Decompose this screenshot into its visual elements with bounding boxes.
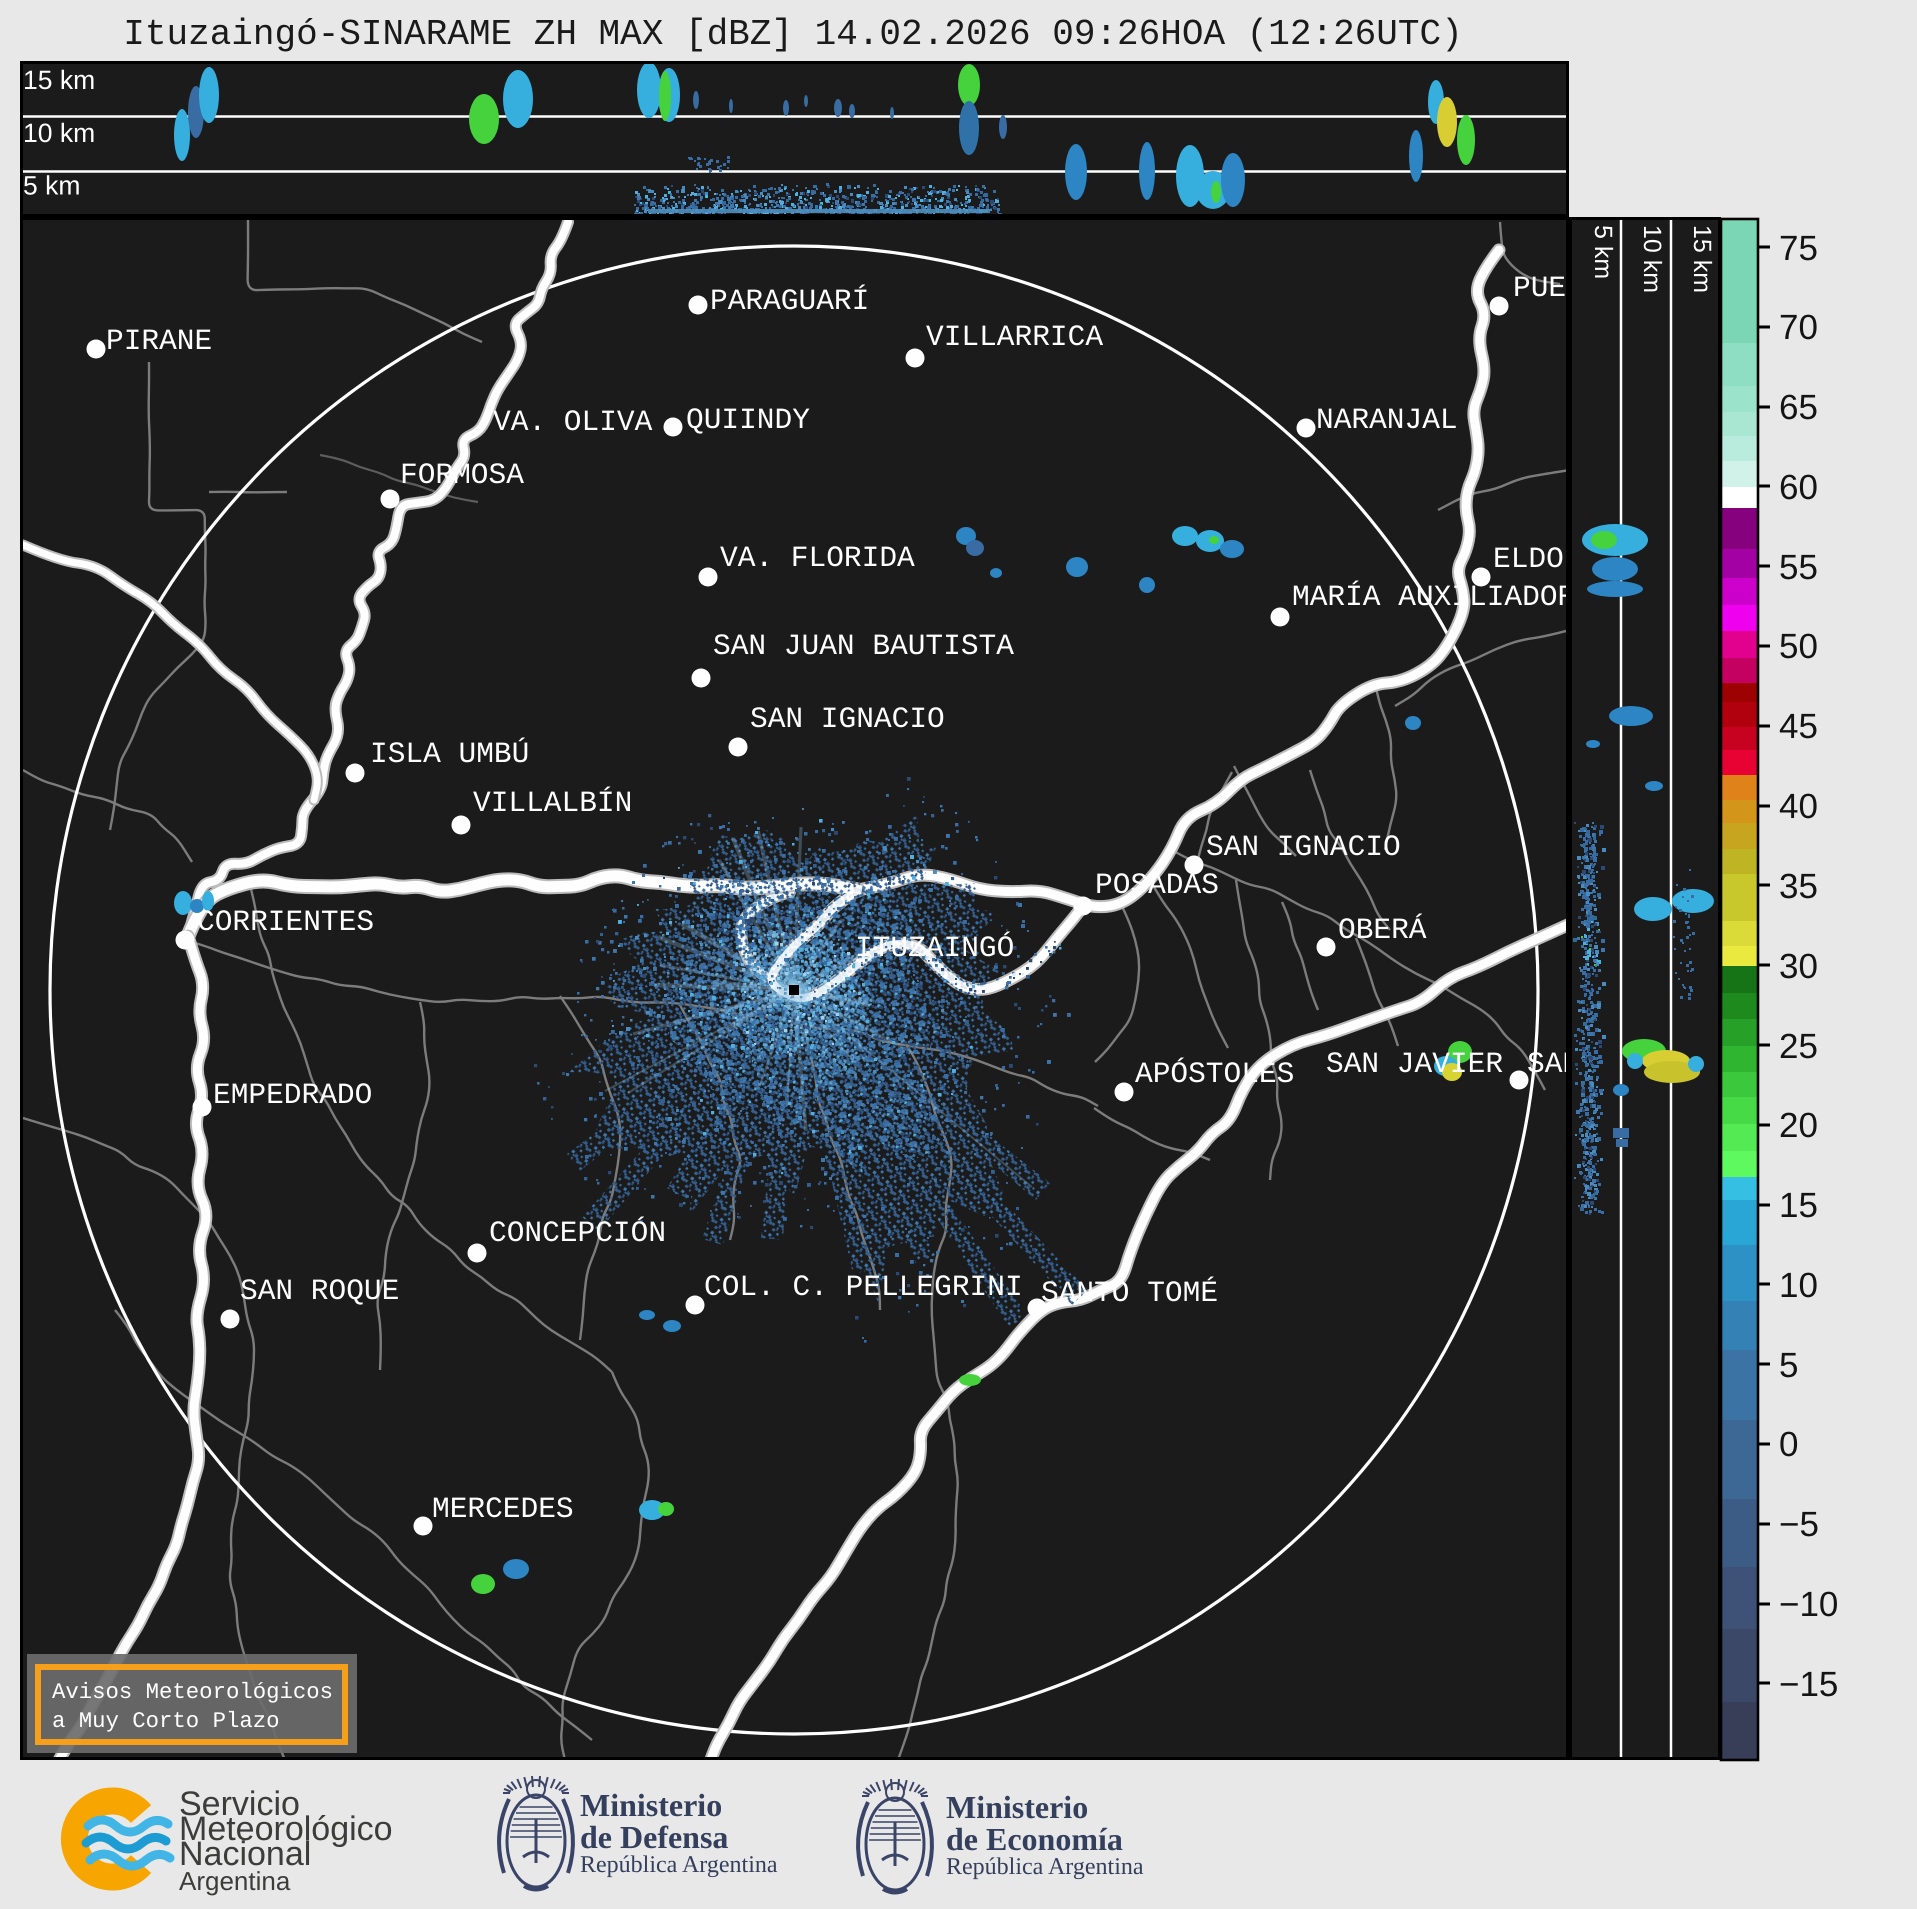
svg-text:5 km: 5 km [1589, 225, 1617, 279]
svg-text:SANTO TOMÉ: SANTO TOMÉ [1041, 1276, 1218, 1310]
svg-text:45: 45 [1779, 707, 1818, 746]
svg-text:−10: −10 [1779, 1585, 1838, 1624]
svg-text:de Defensa: de Defensa [580, 1819, 728, 1855]
svg-text:70: 70 [1779, 308, 1818, 347]
svg-text:60: 60 [1779, 468, 1818, 507]
svg-text:Avisos Meteorológicos: Avisos Meteorológicos [52, 1679, 333, 1705]
svg-text:0: 0 [1779, 1425, 1798, 1464]
svg-text:35: 35 [1779, 867, 1818, 906]
svg-text:ITUZAINGÓ: ITUZAINGÓ [855, 931, 1014, 965]
svg-text:VILLARRICA: VILLARRICA [926, 320, 1103, 354]
svg-text:República Argentina: República Argentina [580, 1852, 778, 1878]
svg-text:15 km: 15 km [23, 65, 95, 95]
svg-text:SAN JUAN BAUTISTA: SAN JUAN BAUTISTA [713, 629, 1014, 663]
svg-text:VA. OLIVA: VA. OLIVA [493, 405, 653, 439]
svg-text:15: 15 [1779, 1186, 1818, 1225]
svg-text:NARANJAL: NARANJAL [1316, 403, 1458, 437]
svg-text:Servicio: Servicio [179, 1785, 300, 1823]
svg-text:−15: −15 [1779, 1665, 1838, 1704]
svg-text:FORMOSA: FORMOSA [400, 458, 524, 492]
svg-text:CONCEPCIÓN: CONCEPCIÓN [489, 1216, 666, 1250]
svg-text:EMPEDRADO: EMPEDRADO [213, 1078, 372, 1112]
svg-text:SAN ROQUE: SAN ROQUE [240, 1274, 399, 1308]
svg-text:a Muy Corto Plazo: a Muy Corto Plazo [52, 1708, 279, 1734]
svg-text:CORRIENTES: CORRIENTES [197, 905, 374, 939]
svg-text:75: 75 [1779, 229, 1818, 268]
svg-text:POSADAS: POSADAS [1095, 868, 1219, 902]
svg-text:Ministerio: Ministerio [580, 1787, 722, 1823]
svg-text:55: 55 [1779, 548, 1818, 587]
svg-text:PARAGUARÍ: PARAGUARÍ [710, 284, 869, 318]
svg-text:Meteorológico: Meteorológico [179, 1810, 393, 1848]
svg-text:65: 65 [1779, 388, 1818, 427]
svg-text:SAN JAVIER: SAN JAVIER [1326, 1047, 1503, 1081]
svg-text:SAN: SAN [1527, 1047, 1580, 1081]
svg-text:ELDORADO: ELDORADO [1493, 542, 1635, 576]
svg-text:5 km: 5 km [23, 171, 80, 201]
svg-text:VA. FLORIDA: VA. FLORIDA [720, 541, 915, 575]
svg-text:PIRANE: PIRANE [106, 324, 212, 358]
svg-text:SAN IGNACIO: SAN IGNACIO [1206, 830, 1401, 864]
svg-text:10 km: 10 km [1638, 225, 1666, 293]
svg-text:ISLA UMBÚ: ISLA UMBÚ [370, 737, 529, 771]
svg-text:5: 5 [1779, 1346, 1798, 1385]
svg-text:APÓSTOLES: APÓSTOLES [1135, 1057, 1294, 1091]
svg-text:Ministerio: Ministerio [946, 1789, 1088, 1825]
svg-text:VILLALBÍN: VILLALBÍN [473, 786, 632, 820]
svg-text:15 km: 15 km [1688, 225, 1716, 293]
svg-text:OBERÁ: OBERÁ [1338, 913, 1427, 947]
svg-text:40: 40 [1779, 787, 1818, 826]
svg-text:10: 10 [1779, 1266, 1818, 1305]
svg-text:30: 30 [1779, 947, 1818, 986]
svg-text:República Argentina: República Argentina [946, 1854, 1144, 1880]
svg-text:de Economía: de Economía [946, 1821, 1123, 1857]
svg-text:Nacional: Nacional [179, 1835, 311, 1873]
svg-text:MARÍA AUXILIADORA: MARÍA AUXILIADORA [1292, 580, 1593, 614]
svg-text:25: 25 [1779, 1027, 1818, 1066]
svg-text:Argentina: Argentina [179, 1866, 291, 1896]
svg-text:QUIINDY: QUIINDY [686, 403, 810, 437]
svg-text:50: 50 [1779, 627, 1818, 666]
svg-text:PUERTO RIC: PUERTO RIC [1513, 271, 1690, 305]
svg-text:COL. C. PELLEGRINI: COL. C. PELLEGRINI [704, 1270, 1023, 1304]
svg-text:10 km: 10 km [23, 118, 95, 148]
svg-text:SAN IGNACIO: SAN IGNACIO [750, 702, 945, 736]
svg-text:MERCEDES: MERCEDES [432, 1492, 574, 1526]
svg-text:−5: −5 [1779, 1505, 1819, 1544]
svg-text:20: 20 [1779, 1106, 1818, 1145]
